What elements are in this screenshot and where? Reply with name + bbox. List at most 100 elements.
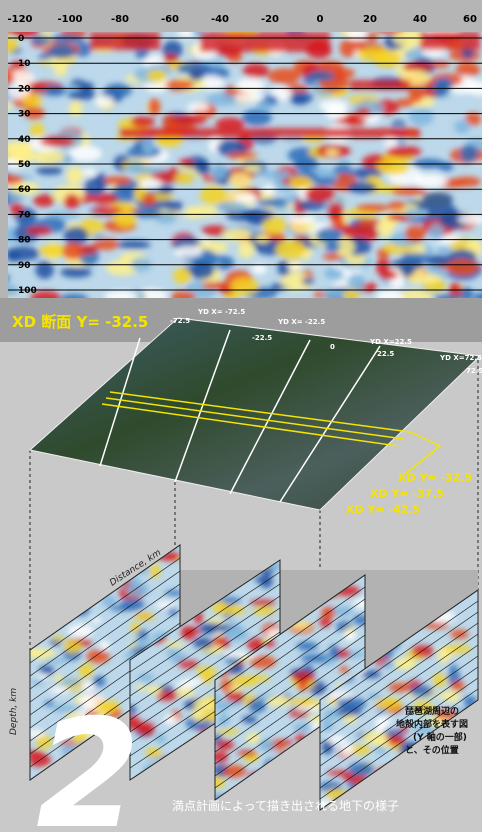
blob <box>68 624 94 637</box>
blob <box>339 666 349 673</box>
blob <box>176 688 195 697</box>
blob <box>60 267 92 278</box>
blob <box>131 166 160 174</box>
yd-value: -22.5 <box>252 334 272 342</box>
caption-line: 琵琶湖周辺の <box>405 705 459 717</box>
blob <box>414 174 448 188</box>
blob <box>31 36 51 45</box>
blob <box>234 92 265 102</box>
x-tick-label: 60 <box>463 14 477 25</box>
blob <box>206 93 238 106</box>
blob <box>357 108 372 116</box>
blob <box>68 91 96 100</box>
blob <box>217 729 239 735</box>
blob <box>22 94 43 107</box>
blob <box>250 600 276 606</box>
blob <box>460 145 479 162</box>
blob <box>148 98 160 115</box>
blob <box>278 260 291 276</box>
depth-tick-label: 60 <box>18 185 31 195</box>
blob <box>126 582 150 596</box>
blob <box>325 268 344 279</box>
hot-band <box>120 128 420 138</box>
blob <box>302 277 314 285</box>
blob <box>292 671 315 682</box>
x-tick-label: -60 <box>161 14 179 25</box>
blob <box>192 707 204 721</box>
blob <box>203 623 229 632</box>
depth-tick-label: 30 <box>18 110 31 120</box>
blob <box>31 679 45 685</box>
blob <box>386 146 421 158</box>
hot-band <box>200 32 330 52</box>
blob <box>48 44 75 59</box>
blob <box>293 723 312 733</box>
blob <box>362 670 381 678</box>
xd-label: XD Y= -37.5 <box>370 487 444 500</box>
blob <box>31 151 65 164</box>
blob <box>238 240 254 258</box>
depth-tick-label: 70 <box>18 210 31 220</box>
yd-label: YD X=72.5 <box>439 354 482 362</box>
blob <box>171 115 207 125</box>
blob <box>343 715 357 723</box>
depth-label: Depth, km <box>9 688 19 735</box>
blob <box>196 666 217 676</box>
yd-label: YD X=22.5 <box>369 338 412 346</box>
blob <box>100 640 110 650</box>
blob <box>35 261 54 279</box>
blob <box>236 78 265 93</box>
blob <box>234 194 257 203</box>
blob <box>254 577 265 583</box>
depth-tick-label: 50 <box>18 160 31 170</box>
blob <box>50 34 84 43</box>
blob <box>430 61 450 68</box>
depth-tick-label: 0 <box>18 34 24 44</box>
blob <box>155 734 166 744</box>
blob <box>292 698 318 707</box>
blob <box>26 226 52 235</box>
blob <box>86 650 109 664</box>
blob <box>69 101 82 117</box>
blob <box>82 168 96 175</box>
blob <box>226 691 245 702</box>
blob <box>388 201 405 210</box>
blob <box>363 283 377 292</box>
blob <box>287 262 302 270</box>
caption-line: 地殻内部を表す図 <box>396 718 468 730</box>
blob <box>93 676 106 687</box>
blob <box>250 656 276 668</box>
blob <box>242 109 272 125</box>
yd-value: 22.5 <box>377 350 394 358</box>
blob <box>348 273 366 292</box>
blob <box>45 85 66 96</box>
depth-tick-label: 20 <box>18 84 31 94</box>
blob <box>378 218 394 237</box>
blob <box>92 239 119 250</box>
depth-tick-label: 40 <box>18 135 31 145</box>
blob <box>131 639 154 646</box>
blob <box>449 665 458 672</box>
blob <box>201 282 233 290</box>
blob <box>91 617 101 623</box>
section-title: XD 断面 Y= -32.5 <box>12 313 148 331</box>
blob <box>243 165 262 173</box>
blob <box>315 177 337 185</box>
blob <box>184 207 201 219</box>
blob <box>308 71 335 81</box>
blob <box>422 192 453 207</box>
blob <box>30 123 45 137</box>
blob <box>138 673 155 682</box>
blob <box>95 96 114 108</box>
x-tick-label: 20 <box>363 14 377 25</box>
blob <box>246 733 260 744</box>
blob <box>456 62 480 77</box>
blob <box>68 146 102 161</box>
blob <box>165 80 194 91</box>
blob <box>412 645 434 657</box>
x-tick-label: -80 <box>111 14 129 25</box>
blob <box>340 743 353 756</box>
yd-value: -72.5 <box>170 317 190 325</box>
blob <box>392 187 428 195</box>
blob <box>223 765 246 778</box>
